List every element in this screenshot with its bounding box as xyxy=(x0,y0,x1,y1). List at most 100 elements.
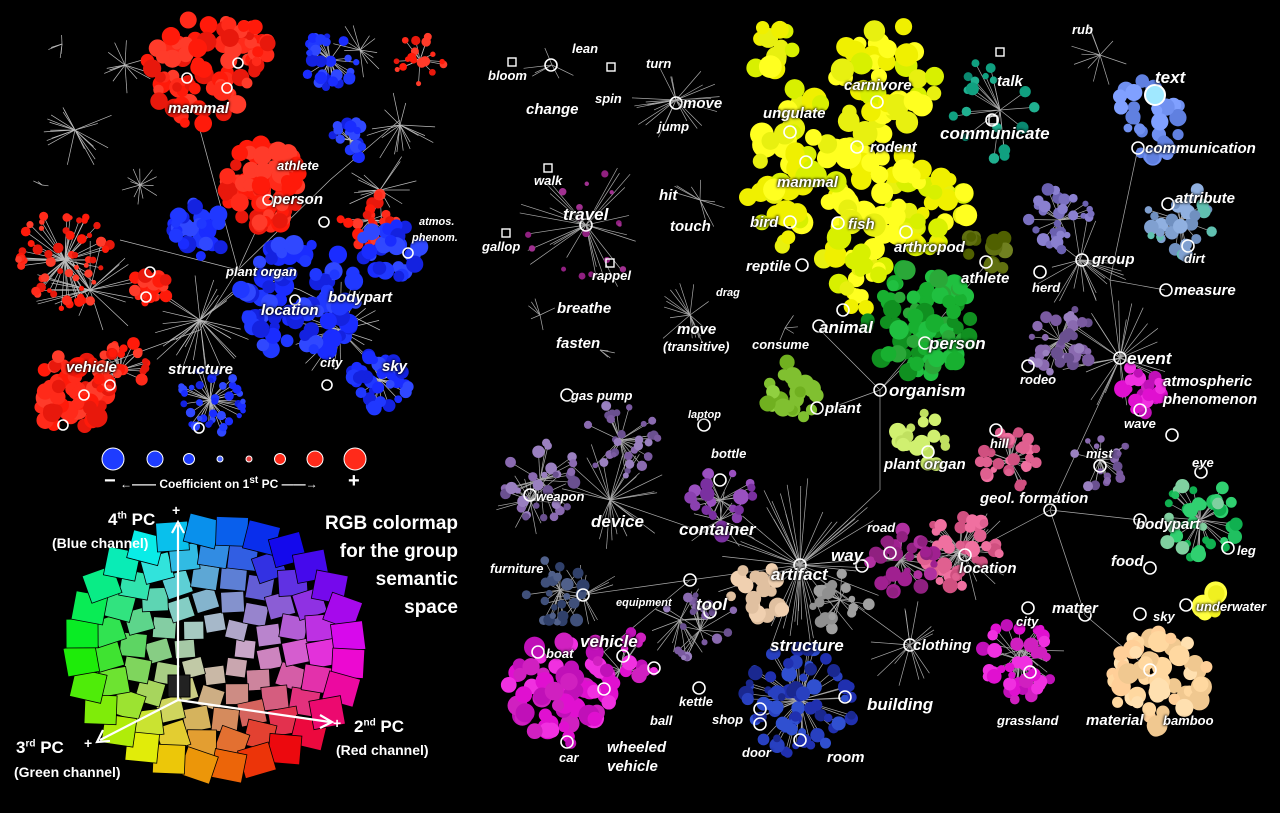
node xyxy=(50,290,58,298)
node xyxy=(335,134,345,144)
hub-node xyxy=(899,225,913,239)
node xyxy=(272,213,288,229)
node xyxy=(729,606,738,614)
node xyxy=(1144,206,1153,214)
node xyxy=(908,69,928,88)
node xyxy=(741,692,754,706)
node xyxy=(644,438,653,447)
node xyxy=(861,153,880,172)
node xyxy=(818,612,832,625)
hub-node xyxy=(1143,561,1157,575)
legend-dot xyxy=(343,447,367,471)
node xyxy=(817,134,838,154)
node xyxy=(61,295,72,306)
node xyxy=(439,58,445,65)
node xyxy=(971,59,980,68)
node xyxy=(779,354,795,370)
node xyxy=(1121,442,1128,450)
node xyxy=(173,96,190,113)
node xyxy=(248,19,263,35)
hub-node xyxy=(544,58,558,72)
node xyxy=(557,610,569,622)
node xyxy=(734,505,744,515)
node xyxy=(622,472,629,479)
node xyxy=(333,125,344,135)
node xyxy=(747,483,756,492)
node xyxy=(1200,660,1213,673)
node xyxy=(528,245,536,252)
node xyxy=(935,577,944,585)
node xyxy=(939,566,948,574)
node xyxy=(766,384,780,399)
node xyxy=(1124,374,1137,387)
node xyxy=(170,207,187,224)
node xyxy=(399,63,407,71)
node xyxy=(572,567,584,579)
node xyxy=(733,489,749,505)
node xyxy=(1189,486,1198,495)
node xyxy=(737,565,749,577)
node xyxy=(86,232,93,239)
node xyxy=(862,598,875,611)
node xyxy=(328,245,348,264)
node xyxy=(401,36,409,44)
node xyxy=(1011,656,1024,669)
node xyxy=(880,346,897,362)
node xyxy=(199,367,205,373)
node xyxy=(208,409,218,418)
node xyxy=(775,716,790,731)
node xyxy=(924,66,944,86)
node xyxy=(919,408,929,418)
node xyxy=(159,274,172,286)
node xyxy=(570,613,584,627)
hub-node xyxy=(560,388,574,402)
node xyxy=(522,658,540,676)
node xyxy=(576,203,583,211)
node xyxy=(561,266,567,272)
node xyxy=(624,451,633,461)
node xyxy=(137,268,153,283)
node xyxy=(790,711,801,722)
node xyxy=(309,268,323,281)
node xyxy=(701,505,712,516)
node xyxy=(805,128,822,146)
node xyxy=(40,273,50,282)
legend-dot xyxy=(146,450,164,468)
node xyxy=(948,111,958,121)
node xyxy=(777,693,786,701)
node xyxy=(814,597,825,608)
node xyxy=(1046,367,1054,376)
node xyxy=(235,210,249,224)
node xyxy=(798,411,810,423)
node xyxy=(1041,333,1049,341)
node xyxy=(814,709,827,722)
node xyxy=(1180,520,1189,529)
node xyxy=(955,540,965,550)
node xyxy=(82,213,90,221)
node xyxy=(723,628,733,637)
pc3-plus: + xyxy=(84,735,93,751)
node xyxy=(827,579,838,590)
node xyxy=(1063,352,1075,364)
node xyxy=(551,499,561,510)
node xyxy=(95,236,107,247)
node xyxy=(194,102,206,114)
hub-node xyxy=(1133,403,1147,417)
node xyxy=(142,289,157,304)
node xyxy=(1000,619,1014,632)
colormap-block xyxy=(202,611,227,634)
node xyxy=(127,337,140,350)
node xyxy=(835,142,862,170)
hub-node xyxy=(783,125,797,139)
node xyxy=(1191,233,1202,244)
node xyxy=(930,560,938,568)
node xyxy=(180,389,188,397)
node xyxy=(1097,435,1105,443)
node xyxy=(1009,694,1020,705)
node xyxy=(540,596,550,606)
node xyxy=(920,455,935,471)
node xyxy=(745,679,754,688)
node xyxy=(887,279,899,292)
node xyxy=(87,357,98,368)
node xyxy=(185,407,196,418)
